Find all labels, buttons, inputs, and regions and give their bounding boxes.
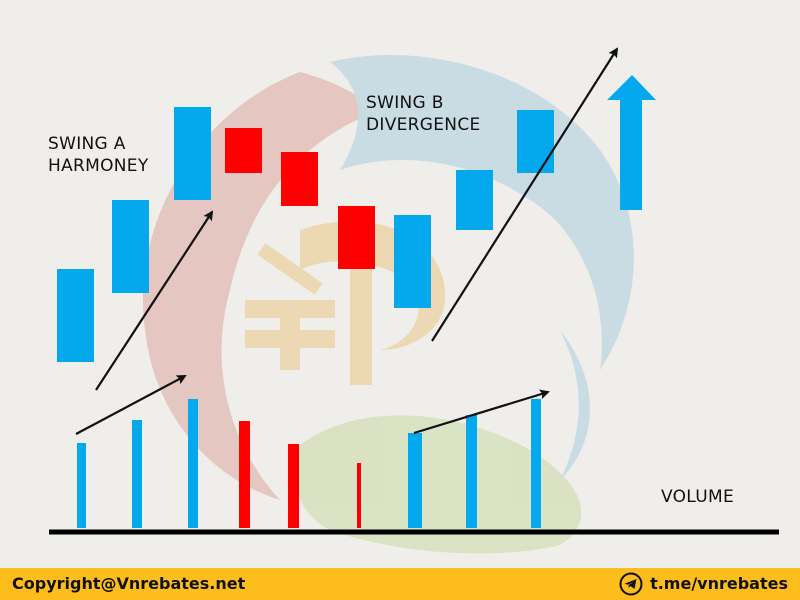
candle-4 <box>225 128 262 173</box>
big-up-arrow-icon <box>607 75 656 210</box>
candle-2 <box>112 200 149 293</box>
watermark-blue-swirl <box>330 55 634 370</box>
watermark-green-swirl <box>294 415 582 554</box>
telegram-link[interactable]: t.me/vnrebates <box>650 574 788 593</box>
arrow-swing-a-volume <box>75 375 187 435</box>
volume-bar-2 <box>132 420 142 528</box>
candles-group <box>57 107 554 362</box>
arrow-swing-a-price <box>95 210 214 391</box>
swing-b-line1: SWING B <box>366 93 444 113</box>
volume-bar-1 <box>77 443 86 528</box>
footer-bar: Copyright@Vnrebates.net t.me/vnrebates <box>0 568 800 600</box>
swing-a-label: SWING A HARMONEY <box>48 133 149 177</box>
volume-bar-8 <box>466 415 477 528</box>
volume-bar-5 <box>288 444 299 528</box>
candle-5 <box>281 152 318 206</box>
candle-7 <box>394 215 431 308</box>
swing-a-line2: HARMONEY <box>48 156 149 176</box>
candle-9 <box>517 110 554 173</box>
swing-a-line1: SWING A <box>48 134 126 154</box>
candle-3 <box>174 107 211 200</box>
arrow-swing-b-price <box>431 47 619 342</box>
volume-bar-7 <box>408 433 422 528</box>
candle-6 <box>338 206 375 269</box>
candle-8 <box>456 170 493 230</box>
copyright-text: Copyright@Vnrebates.net <box>12 574 246 593</box>
volume-bar-6 <box>357 463 361 528</box>
volume-bar-4 <box>239 421 250 528</box>
watermark-blue-lower <box>560 330 590 480</box>
volume-label: VOLUME <box>661 487 734 507</box>
telegram-icon[interactable] <box>619 572 643 596</box>
volume-bars-group <box>77 399 541 528</box>
volume-bar-3 <box>188 399 198 528</box>
volume-bar-9 <box>531 399 541 528</box>
swing-b-line2: DIVERGENCE <box>366 115 481 135</box>
arrow-swing-b-volume <box>413 389 550 435</box>
swing-b-label: SWING B DIVERGENCE <box>366 92 481 136</box>
candle-1 <box>57 269 94 362</box>
